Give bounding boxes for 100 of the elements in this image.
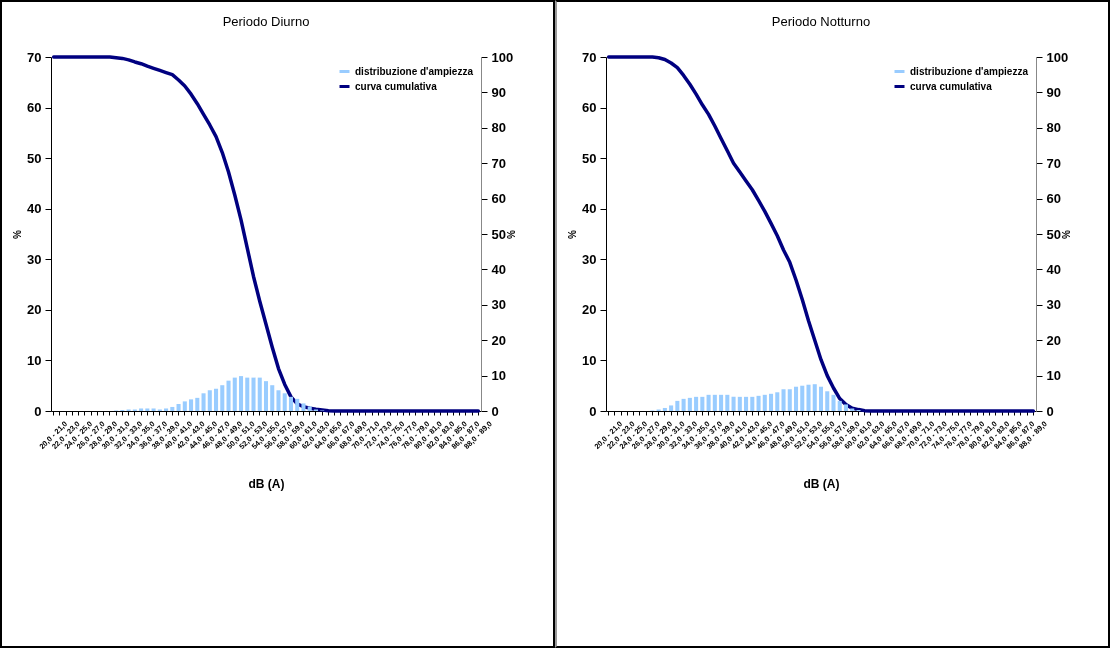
bar [295,398,300,411]
y2-tick-label: 100 [491,49,514,65]
bar [276,390,281,411]
bar [744,396,749,411]
y2-axis-title: % [1061,229,1073,239]
bar [806,384,811,411]
y-tick-label: 30 [27,251,42,267]
bar [725,394,730,411]
bar [775,392,780,411]
bar [662,407,667,411]
legend-label: curva cumulativa [355,80,438,92]
y-tick-label: 40 [27,201,42,217]
bar [731,396,736,411]
x-axis-title: dB (A) [803,476,840,491]
bar [800,385,805,411]
bar [139,408,144,411]
bar [669,405,674,411]
y2-tick-label: 80 [1046,120,1061,136]
y-tick-label: 60 [27,100,42,116]
bar [220,385,225,411]
y-axis-title: % [567,229,579,239]
y2-tick-label: 40 [1046,261,1061,277]
bar [719,394,724,411]
bar [681,398,686,411]
bar [781,389,786,411]
bar [675,400,680,411]
bar [270,385,275,411]
bar [251,377,256,411]
bar [706,394,711,411]
bar [170,406,175,411]
y2-tick-label: 80 [491,120,506,136]
bar [769,393,774,411]
bar [151,408,156,411]
bar [282,393,287,411]
legend-label: distribuzione d'ampiezza [355,65,474,77]
bar [793,386,799,411]
y2-tick-label: 0 [1046,403,1054,419]
y2-tick-label: 60 [1046,191,1061,207]
y-axis-title: % [12,229,24,239]
y2-tick-label: 20 [491,332,506,348]
y-tick-label: 10 [582,352,597,368]
y2-axis-title: % [506,229,518,239]
y2-tick-label: 40 [491,261,506,277]
bar [207,390,212,411]
bar [694,396,699,411]
bar [182,401,187,411]
bar [818,386,824,411]
bar [195,397,200,411]
y-tick-label: 40 [582,201,597,217]
bar [201,393,206,411]
y2-tick-label: 90 [1046,84,1061,100]
bar [176,403,181,411]
y-tick-label: 0 [34,403,42,419]
bar [145,408,150,411]
bar [831,394,836,411]
bar [787,389,792,411]
y2-tick-label: 10 [1046,368,1061,384]
bar [812,384,817,411]
y2-tick-label: 50 [491,226,506,242]
y2-tick-label: 60 [491,191,506,207]
bar [257,377,262,411]
legend-label: curva cumulativa [910,80,993,92]
bar [762,394,767,411]
bar [837,400,842,411]
y-tick-label: 50 [27,150,42,166]
y-tick-label: 0 [589,403,597,419]
y-tick-label: 60 [582,100,597,116]
bar [750,396,755,411]
y2-tick-label: 70 [1046,155,1061,171]
y-tick-label: 70 [27,49,42,65]
bar [756,395,761,411]
bar [164,408,169,411]
y2-tick-label: 10 [491,368,506,384]
bar [238,376,244,411]
bar [226,380,231,411]
bar [712,394,717,411]
bar [288,396,294,411]
x-axis-title: dB (A) [248,476,285,491]
bar [232,377,237,411]
bar [825,391,830,411]
y-tick-label: 70 [582,49,597,65]
bar [301,403,306,411]
bar [307,406,312,411]
bar [263,381,269,411]
y-tick-label: 30 [582,251,597,267]
y-tick-label: 50 [582,150,597,166]
bar [214,388,219,411]
bar [737,396,742,411]
bar [700,396,705,411]
bar [850,408,855,411]
y-tick-label: 20 [27,302,42,318]
y2-tick-label: 30 [491,297,506,313]
y-tick-label: 10 [27,352,42,368]
y2-tick-label: 20 [1046,332,1061,348]
y2-tick-label: 70 [491,155,506,171]
bar [843,404,849,411]
y2-tick-label: 50 [1046,226,1061,242]
bar [245,377,250,411]
bar [687,397,692,411]
y2-tick-label: 0 [491,403,499,419]
